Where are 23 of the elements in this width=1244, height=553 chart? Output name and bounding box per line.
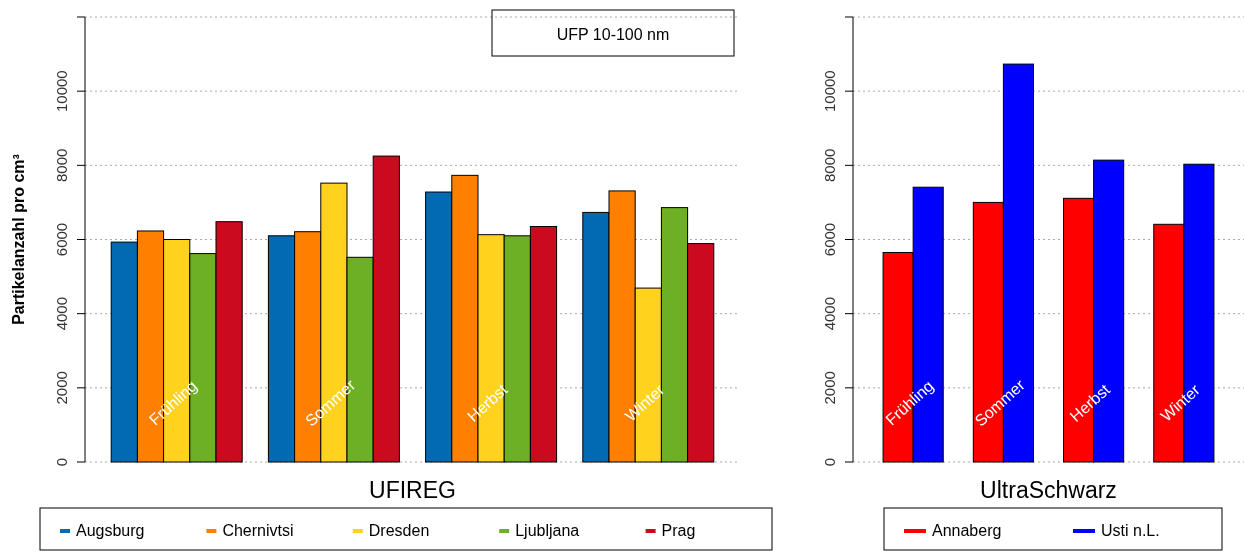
x-axis-title: UFIREG <box>369 477 456 503</box>
legend-label: Prag <box>661 522 696 539</box>
legend-label: Dresden <box>368 522 430 539</box>
y-tick-label: 4000 <box>821 296 838 331</box>
y-tick-label: 8000 <box>53 148 70 183</box>
legend-label: Annaberg <box>932 522 1002 539</box>
y-tick-label: 10000 <box>821 70 838 113</box>
y-tick-label: 6000 <box>821 222 838 257</box>
y-tick-label: 8000 <box>821 148 838 183</box>
legend-label: Chernivtsi <box>222 522 294 539</box>
y-tick-label: 0 <box>53 457 70 467</box>
y-tick-label: 6000 <box>53 222 70 257</box>
y-axis-title: Partikelanzahl pro cm³ <box>10 154 27 325</box>
legend-label: Usti n.L. <box>1101 522 1160 539</box>
y-tick-label: 2000 <box>821 371 838 405</box>
y-tick-label: 0 <box>821 457 838 467</box>
x-axis-title: UltraSchwarz <box>980 477 1117 503</box>
annotation: UFP 10-100 nm <box>556 26 670 43</box>
y-tick-label: 2000 <box>53 371 70 405</box>
y-tick-label: 4000 <box>53 296 70 331</box>
legend-label: Ljubljana <box>515 522 580 539</box>
y-tick-label: 10000 <box>53 70 70 113</box>
legend-label: Augsburg <box>76 522 145 539</box>
